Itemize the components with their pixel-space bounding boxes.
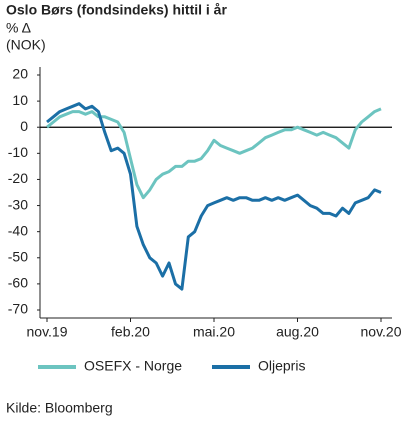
x-tick-label: nov.20 [361, 324, 402, 340]
y-tick-label: 0 [20, 118, 28, 134]
y-tick-label: -50 [8, 248, 28, 264]
y-tick-label: 10 [12, 92, 28, 108]
y-tick-label: 20 [12, 66, 28, 82]
y-tick-label: -30 [8, 196, 28, 212]
source: Kilde: Bloomberg [6, 400, 113, 416]
y-axis-label: % Δ [6, 20, 31, 36]
y-tick-label: -70 [8, 301, 28, 317]
x-tick-label: mai.20 [193, 324, 235, 340]
legend-label: Oljepris [258, 358, 305, 374]
series-line [46, 102, 382, 291]
x-tick-label: feb.20 [111, 324, 150, 340]
y-tick-label: -40 [8, 222, 28, 238]
series-line [46, 107, 382, 200]
y-tick-label: -20 [8, 170, 28, 186]
y-tick-label: -60 [8, 275, 28, 291]
x-tick-label: aug.20 [276, 324, 319, 340]
y-axis-unit: (NOK) [6, 37, 46, 53]
y-tick-label: -10 [8, 144, 28, 160]
x-tick-label: nov.19 [27, 324, 68, 340]
legend-label: OSEFX - Norge [84, 358, 182, 374]
chart-title: Oslo Børs (fondsindeks) hittil i år [6, 2, 227, 18]
